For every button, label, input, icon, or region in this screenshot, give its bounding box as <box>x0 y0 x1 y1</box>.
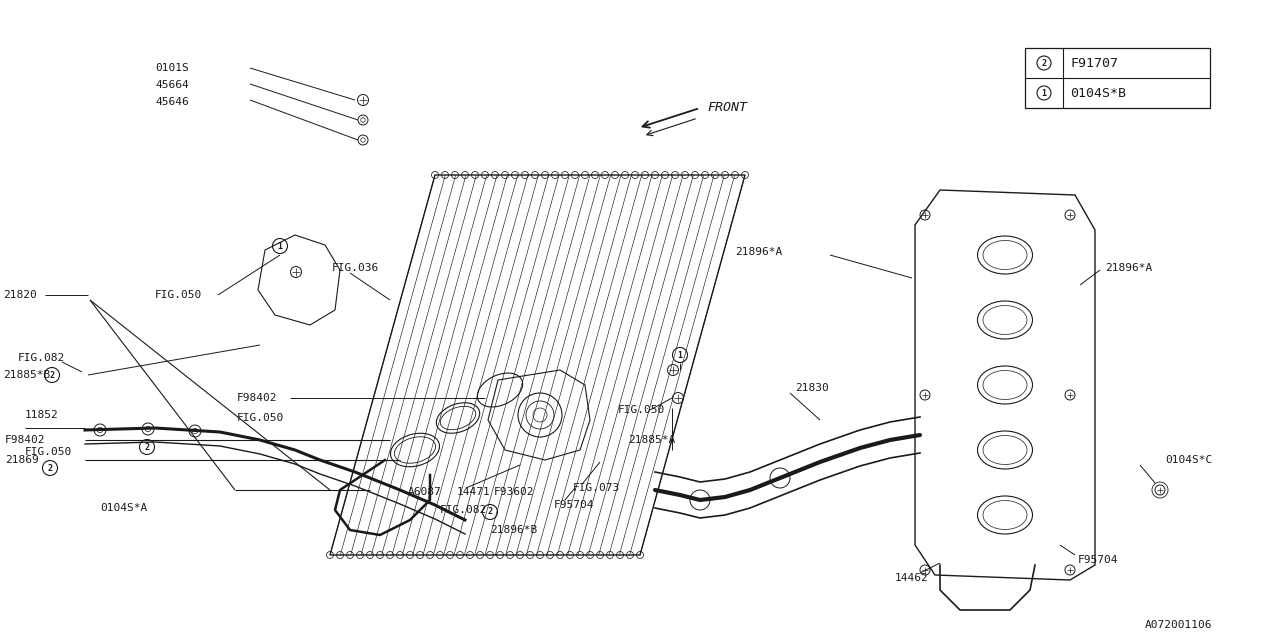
Text: FIG.082: FIG.082 <box>18 353 65 363</box>
Text: 21830: 21830 <box>795 383 828 393</box>
Text: 11852: 11852 <box>26 410 59 420</box>
Text: A072001106: A072001106 <box>1146 620 1212 630</box>
Text: FIG.050: FIG.050 <box>155 290 202 300</box>
Text: 14471: 14471 <box>457 487 490 497</box>
Text: F95704: F95704 <box>554 500 594 510</box>
Text: 0101S: 0101S <box>155 63 188 73</box>
Text: 1: 1 <box>677 351 682 360</box>
Text: FIG.050: FIG.050 <box>26 447 72 457</box>
Text: F98402: F98402 <box>5 435 46 445</box>
Text: 45646: 45646 <box>155 97 188 107</box>
Text: F93602: F93602 <box>494 487 535 497</box>
Text: FRONT: FRONT <box>707 100 748 113</box>
Text: 14462: 14462 <box>895 573 929 583</box>
Text: 2: 2 <box>145 442 150 451</box>
Text: 21869: 21869 <box>5 455 38 465</box>
Text: 2: 2 <box>488 508 493 516</box>
Text: 2: 2 <box>47 463 52 472</box>
Text: 21885*B: 21885*B <box>3 370 50 380</box>
Text: 21896*A: 21896*A <box>735 247 782 257</box>
Text: F95704: F95704 <box>1078 555 1119 565</box>
Text: 1: 1 <box>1042 88 1047 97</box>
Text: F91707: F91707 <box>1070 56 1117 70</box>
Text: 21896*A: 21896*A <box>1105 263 1152 273</box>
Text: FIG.050: FIG.050 <box>618 405 666 415</box>
Text: F98402: F98402 <box>237 393 278 403</box>
Text: 2: 2 <box>1042 58 1047 67</box>
Text: FIG.082: FIG.082 <box>440 505 488 515</box>
Bar <box>1025 48 1210 108</box>
Text: FIG.050: FIG.050 <box>237 413 284 423</box>
Text: 0104S*B: 0104S*B <box>1070 86 1126 99</box>
Text: FIG.073: FIG.073 <box>573 483 621 493</box>
Text: 2: 2 <box>50 371 55 380</box>
Text: 0104S*C: 0104S*C <box>1165 455 1212 465</box>
Text: 21820: 21820 <box>3 290 37 300</box>
Text: A6087: A6087 <box>408 487 442 497</box>
Text: 0104S*A: 0104S*A <box>100 503 147 513</box>
Text: 21896*B: 21896*B <box>490 525 538 535</box>
Text: 21885*A: 21885*A <box>628 435 676 445</box>
Text: 1: 1 <box>278 241 283 250</box>
Text: FIG.036: FIG.036 <box>332 263 379 273</box>
Text: 45664: 45664 <box>155 80 188 90</box>
